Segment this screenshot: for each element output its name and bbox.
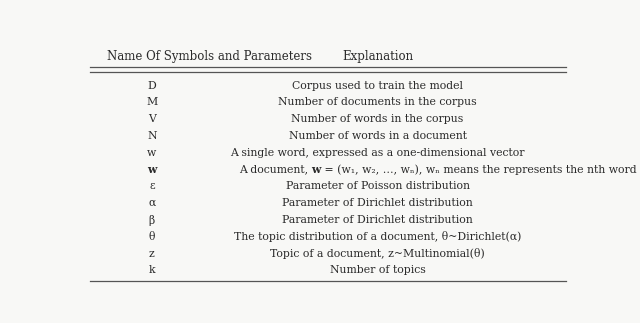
Text: V: V [148,114,156,124]
Text: Number of documents in the corpus: Number of documents in the corpus [278,98,477,108]
Text: α: α [148,198,156,208]
Text: Number of words in a document: Number of words in a document [289,131,467,141]
Text: Name Of Symbols and Parameters: Name Of Symbols and Parameters [108,50,312,63]
Text: Explanation: Explanation [342,50,413,63]
Text: Parameter of Dirichlet distribution: Parameter of Dirichlet distribution [282,198,473,208]
Text: Topic of a document, z~Multinomial(θ): Topic of a document, z~Multinomial(θ) [270,248,485,259]
Text: The topic distribution of a document, θ~Dirichlet(α): The topic distribution of a document, θ~… [234,231,522,242]
Text: = (w₁, w₂, …, wₙ), wₙ means the represents the nth word: = (w₁, w₂, …, wₙ), wₙ means the represen… [321,164,636,175]
Text: Parameter of Poisson distribution: Parameter of Poisson distribution [285,182,470,192]
Text: z: z [149,249,155,259]
Text: w: w [147,164,157,175]
Text: N: N [147,131,157,141]
Text: Corpus used to train the model: Corpus used to train the model [292,81,463,91]
Text: w: w [311,164,321,175]
Text: A document,: A document, [239,165,311,175]
Text: k: k [148,266,156,276]
Text: β: β [148,214,155,225]
Text: M: M [147,98,157,108]
Text: Number of topics: Number of topics [330,266,426,276]
Text: ε: ε [149,182,155,192]
Text: D: D [148,81,156,91]
Text: A single word, expressed as a one-dimensional vector: A single word, expressed as a one-dimens… [230,148,525,158]
Text: w: w [147,148,157,158]
Text: Number of words in the corpus: Number of words in the corpus [291,114,464,124]
Text: Parameter of Dirichlet distribution: Parameter of Dirichlet distribution [282,215,473,225]
Text: θ: θ [148,232,155,242]
